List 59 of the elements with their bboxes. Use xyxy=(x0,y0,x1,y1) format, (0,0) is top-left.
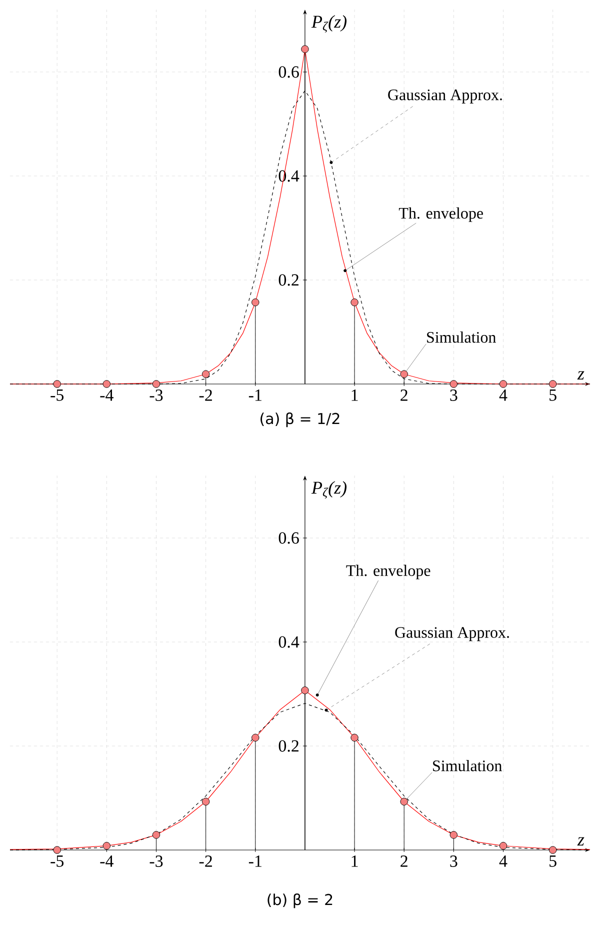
x-tick-label: -5 xyxy=(50,856,64,867)
point xyxy=(202,370,210,378)
x-tick-label: 2 xyxy=(400,390,408,401)
annotation: Gaussian Approx. xyxy=(395,627,509,642)
y-axis-title: P$_{ζ}$(z) xyxy=(311,15,347,33)
point xyxy=(102,842,111,850)
point xyxy=(350,734,358,742)
text: (b) β = 2 xyxy=(268,894,332,908)
x-tick-label: 4 xyxy=(499,390,508,401)
x-tick-label: -2 xyxy=(199,856,212,867)
point xyxy=(450,380,458,388)
point xyxy=(350,298,358,306)
point xyxy=(202,798,210,806)
point xyxy=(548,380,557,388)
annotation: Th. envelope xyxy=(398,207,483,222)
annotation: Simulation xyxy=(433,760,502,772)
x-tick-label: 5 xyxy=(550,390,556,401)
x-tick-label: -3 xyxy=(150,390,163,401)
text: (a) β = 1/2 xyxy=(260,412,340,428)
point xyxy=(301,686,309,694)
annotation: Th. envelope xyxy=(346,564,430,580)
annotation: Simulation xyxy=(427,331,496,343)
x-tick-label: -1 xyxy=(248,390,262,401)
y-axis-title: P$_{ζ}$(z) xyxy=(311,481,347,499)
y-tick-label: 0.6 xyxy=(278,532,299,544)
point xyxy=(499,380,508,388)
point xyxy=(450,831,458,839)
point xyxy=(499,842,508,850)
x-axis-title: z xyxy=(577,837,584,846)
point xyxy=(152,380,160,388)
point xyxy=(400,798,408,806)
annotation: Gaussian Approx. xyxy=(388,89,502,104)
point xyxy=(102,380,111,388)
x-tick-label: -2 xyxy=(199,390,212,401)
y-tick-label: 0.4 xyxy=(278,636,300,648)
y-tick-label: 0.2 xyxy=(278,274,298,286)
x-axis-title: z xyxy=(577,371,584,380)
x-tick-label: -5 xyxy=(50,390,64,401)
point xyxy=(252,734,260,742)
x-tick-label: -4 xyxy=(100,856,114,867)
x-tick-label: 1 xyxy=(352,856,358,867)
x-tick-label: 1 xyxy=(352,390,358,401)
point xyxy=(548,846,557,854)
point xyxy=(53,846,61,854)
x-tick-label: 4 xyxy=(499,856,508,867)
x-tick-label: 5 xyxy=(550,856,556,867)
x-tick-label: -1 xyxy=(248,856,262,867)
x-tick-label: 2 xyxy=(400,856,408,867)
x-tick-label: -3 xyxy=(150,856,163,867)
point xyxy=(152,831,160,839)
x-tick-label: 3 xyxy=(450,390,458,401)
x-tick-label: 3 xyxy=(450,856,458,867)
point xyxy=(400,370,408,378)
point xyxy=(301,45,309,53)
point xyxy=(252,298,260,306)
y-tick-label: 0.6 xyxy=(278,66,299,78)
x-tick-label: -4 xyxy=(100,390,114,401)
y-tick-label: 0.2 xyxy=(278,740,298,752)
point xyxy=(53,380,61,388)
